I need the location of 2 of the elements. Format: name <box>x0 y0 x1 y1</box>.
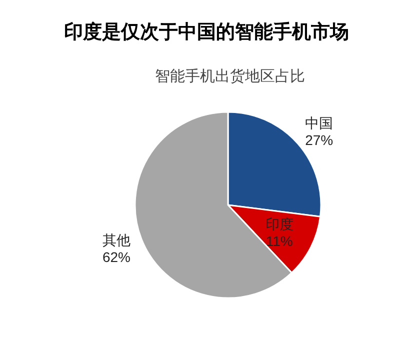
subtitle: 智能手机出货地区占比 <box>155 68 305 85</box>
title: 印度是仅次于中国的智能手机市场 <box>64 22 349 43</box>
